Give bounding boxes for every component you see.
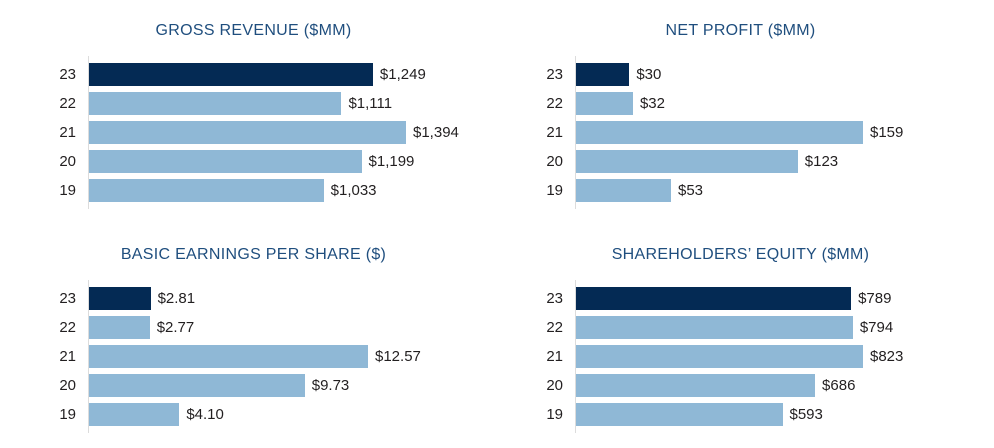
- value-label: $686: [822, 377, 856, 394]
- bar: [575, 121, 863, 144]
- bar-row: 21 $12.57: [24, 342, 483, 371]
- chart-title-net-profit: NET PROFIT ($MM): [665, 22, 816, 39]
- bar-highlight: [88, 63, 373, 86]
- value-label: $32: [639, 95, 665, 112]
- y-axis-line: [88, 56, 89, 209]
- chart-title-gross-revenue: GROSS REVENUE ($MM): [155, 22, 352, 39]
- bar: [575, 316, 853, 339]
- value-label: $30: [636, 66, 662, 83]
- bar-row: 23 $2.81: [24, 284, 483, 313]
- bar-row: 20 $123: [511, 147, 970, 176]
- chart-body-gross-revenue: 23 $1,249 22 $1,111 21 $1,394 20 $1,199 19 $1,033: [24, 56, 483, 209]
- year-label: 21: [546, 348, 563, 365]
- bar: [88, 374, 305, 397]
- value-label: $12.57: [375, 348, 421, 365]
- bar-row: 21 $1,394: [24, 118, 483, 147]
- bar-highlight: [575, 287, 852, 310]
- value-label: $1,199: [368, 153, 415, 170]
- bar-row: 22 $32: [511, 89, 970, 118]
- year-label: 20: [59, 153, 76, 170]
- value-label: $2.77: [156, 319, 195, 336]
- bar: [88, 179, 324, 202]
- bar-row: 20 $9.73: [24, 371, 483, 400]
- year-label: 22: [546, 319, 563, 336]
- value-label: $159: [870, 124, 904, 141]
- bar: [88, 92, 342, 115]
- bar: [575, 92, 633, 115]
- value-label: $1,111: [348, 95, 393, 112]
- chart-body-basic-eps: 23 $2.81 22 $2.77 21 $12.57 20 $9.73 19 $4.10: [24, 280, 483, 433]
- year-label: 21: [59, 124, 76, 141]
- value-label: $1,394: [413, 124, 459, 141]
- bar-row: 20 $686: [511, 371, 970, 400]
- y-axis-line: [88, 280, 89, 433]
- value-label: $823: [870, 348, 904, 365]
- bar: [575, 403, 783, 426]
- bar: [575, 179, 671, 202]
- bar-highlight: [575, 63, 630, 86]
- y-axis-line: [575, 280, 576, 433]
- year-label: 19: [59, 182, 76, 199]
- year-label: 20: [546, 153, 563, 170]
- bar-row: 21 $159: [511, 118, 970, 147]
- year-label: 23: [546, 290, 563, 307]
- bar: [88, 345, 368, 368]
- year-label: 19: [59, 406, 76, 423]
- value-label: $2.81: [157, 290, 196, 307]
- chart-title-shareholders-equity: SHAREHOLDERS’ EQUITY ($MM): [611, 246, 870, 263]
- bar: [575, 345, 863, 368]
- bar: [88, 121, 406, 144]
- value-label: $593: [789, 406, 823, 423]
- chart-panel-net-profit: NET PROFIT ($MM) 23 $30 22 $32 21 $159 20 $123 1…: [511, 0, 970, 224]
- bar-row: 22 $794: [511, 313, 970, 342]
- year-label: 19: [546, 406, 563, 423]
- bar: [575, 374, 816, 397]
- bar-row: 23 $789: [511, 284, 970, 313]
- value-label: $53: [678, 182, 704, 199]
- year-label: 22: [59, 319, 76, 336]
- year-label: 22: [546, 95, 563, 112]
- bar-row: 19 $1,033: [24, 176, 483, 205]
- value-label: $123: [804, 153, 839, 170]
- bar-row: 22 $1,111: [24, 89, 483, 118]
- bar-row: 19 $4.10: [24, 400, 483, 429]
- bar: [575, 150, 798, 173]
- bar: [88, 316, 150, 339]
- bar-row: 23 $1,249: [24, 60, 483, 89]
- bar-row: 21 $823: [511, 342, 970, 371]
- chart-body-shareholders-equity: 23 $789 22 $794 21 $823 20 $686 19 $593: [511, 280, 970, 433]
- y-axis-line: [575, 56, 576, 209]
- bar-row: 19 $53: [511, 176, 970, 205]
- bar-row: 23 $30: [511, 60, 970, 89]
- value-label: $4.10: [186, 406, 224, 423]
- year-label: 19: [546, 182, 563, 199]
- year-label: 21: [59, 348, 76, 365]
- value-label: $789: [858, 290, 892, 307]
- value-label: $1,249: [379, 66, 426, 83]
- year-label: 23: [59, 290, 76, 307]
- bar: [88, 150, 362, 173]
- year-label: 22: [59, 95, 76, 112]
- bar-row: 19 $593: [511, 400, 970, 429]
- value-label: $794: [859, 319, 894, 336]
- chart-title-basic-eps: BASIC EARNINGS PER SHARE ($): [120, 246, 387, 263]
- year-label: 20: [546, 377, 563, 394]
- chart-panel-shareholders-equity: SHAREHOLDERS’ EQUITY ($MM) 23 $789 22 $794 2…: [511, 224, 970, 448]
- chart-panel-gross-revenue: GROSS REVENUE ($MM) 23 $1,249 22 $1,111 21 $1…: [24, 0, 483, 224]
- value-label: $9.73: [311, 377, 350, 394]
- chart-body-net-profit: 23 $30 22 $32 21 $159 20 $123 19 $53: [511, 56, 970, 209]
- year-label: 20: [59, 377, 76, 394]
- year-label: 21: [546, 124, 563, 141]
- chart-panel-basic-eps: BASIC EARNINGS PER SHARE ($) 23 $2.81 22 $2…: [24, 224, 483, 448]
- bar-row: 20 $1,199: [24, 147, 483, 176]
- year-label: 23: [59, 66, 76, 83]
- bar-highlight: [88, 287, 151, 310]
- bar: [88, 403, 180, 426]
- value-label: $1,033: [330, 182, 377, 199]
- bar-row: 22 $2.77: [24, 313, 483, 342]
- year-label: 23: [546, 66, 563, 83]
